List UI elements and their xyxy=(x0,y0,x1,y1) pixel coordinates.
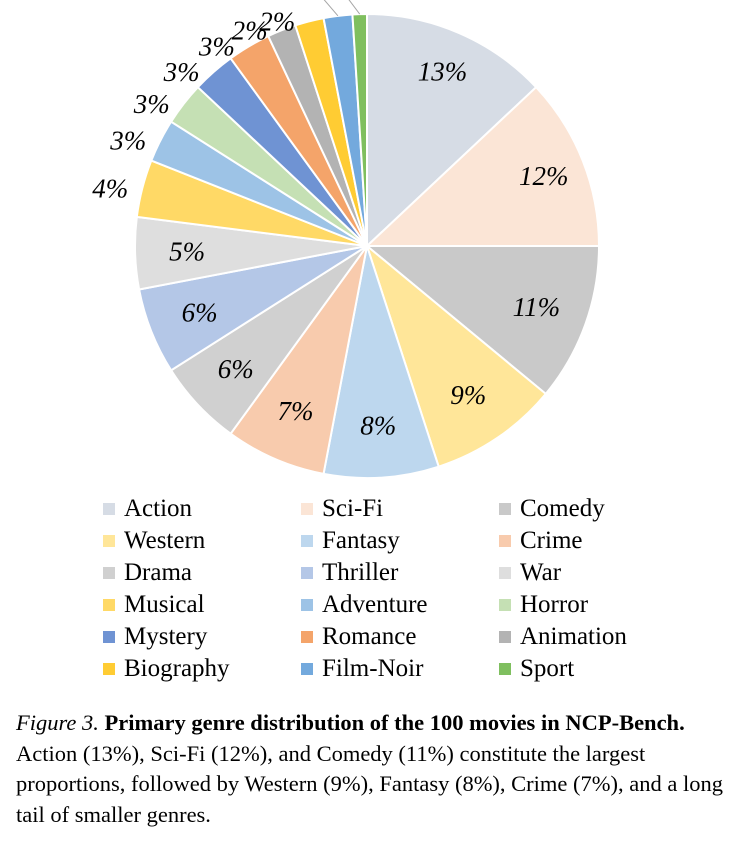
legend-label: Thriller xyxy=(322,559,399,586)
leader-line-sport xyxy=(348,0,361,15)
legend-label: Biography xyxy=(124,655,230,682)
legend-item: Western xyxy=(103,525,301,557)
legend-item: Crime xyxy=(499,525,663,557)
legend-item: Animation xyxy=(499,621,663,653)
legend-swatch xyxy=(103,599,115,611)
slice-label-musical: 4% xyxy=(92,173,128,203)
legend-item: Film-Noir xyxy=(301,653,499,685)
legend-swatch xyxy=(301,663,313,675)
slice-label-comedy: 11% xyxy=(513,292,561,322)
legend-item: War xyxy=(499,557,663,589)
legend-swatch xyxy=(103,631,115,643)
slice-label-crime: 7% xyxy=(278,396,314,426)
legend-item: Biography xyxy=(103,653,301,685)
legend-label: Horror xyxy=(520,591,589,618)
legend-swatch xyxy=(301,631,313,643)
slice-label-horror: 3% xyxy=(133,89,170,119)
legend-swatch xyxy=(499,535,511,547)
slice-label-mystery: 3% xyxy=(163,57,200,87)
slice-label-western: 9% xyxy=(450,380,486,410)
slice-label-action: 13% xyxy=(418,57,468,87)
legend-label: Drama xyxy=(124,559,193,586)
legend-label: Fantasy xyxy=(322,527,400,554)
legend-label: Musical xyxy=(124,591,205,618)
legend-label: War xyxy=(520,559,562,586)
slice-label-animation: 2% xyxy=(232,15,268,45)
legend-label: Crime xyxy=(520,527,583,554)
legend-swatch xyxy=(499,567,511,579)
legend-swatch xyxy=(499,663,511,675)
legend-label: Romance xyxy=(322,623,417,650)
legend-label: Action xyxy=(124,495,193,522)
leader-lines xyxy=(323,0,361,17)
slice-label-romance: 3% xyxy=(198,31,235,61)
leader-line-film-noir xyxy=(323,0,339,17)
slice-labels: 13%12%11%9%8%7%6%6%5%4%3%3%3%3%2%2%2%1% xyxy=(92,0,568,441)
caption-title: Primary genre distribution of the 100 mo… xyxy=(104,710,685,735)
legend-item: Sport xyxy=(499,653,663,685)
figure-caption: Figure 3. Primary genre distribution of … xyxy=(16,708,728,830)
legend-swatch xyxy=(301,535,313,547)
legend-swatch xyxy=(499,503,511,515)
legend-item: Comedy xyxy=(499,493,663,525)
legend-swatch xyxy=(301,599,313,611)
legend-item: Romance xyxy=(301,621,499,653)
pie-slice-fantasy xyxy=(322,245,440,479)
legend-item: Fantasy xyxy=(301,525,499,557)
legend-swatch xyxy=(103,663,115,675)
legend-item: Adventure xyxy=(301,589,499,621)
legend-item: Mystery xyxy=(103,621,301,653)
pie-slice-sport xyxy=(351,12,368,247)
legend-swatch xyxy=(103,567,115,579)
legend-swatch xyxy=(301,567,313,579)
slice-label-film-noir: 2% xyxy=(264,0,300,3)
legend-swatch xyxy=(103,535,115,547)
pie-slices xyxy=(134,12,601,479)
legend-swatch xyxy=(301,503,313,515)
legend-label: Western xyxy=(124,527,206,554)
legend-label: Film-Noir xyxy=(322,655,424,682)
pie-slice-crime xyxy=(229,245,368,476)
legend-label: Animation xyxy=(520,623,627,650)
legend-swatch xyxy=(499,599,511,611)
slice-label-sci-fi: 12% xyxy=(519,161,569,191)
legend: Action Sci-Fi Comedy Western Fantasy Crime Dra… xyxy=(103,493,663,685)
legend-label: Sci-Fi xyxy=(322,495,384,522)
slice-label-war: 5% xyxy=(169,237,205,267)
legend-item: Thriller xyxy=(301,557,499,589)
pie-slice-sci-fi xyxy=(364,85,601,247)
pie-slice-action xyxy=(366,12,538,249)
slice-label-thriller: 6% xyxy=(182,297,218,327)
legend-item: Sci-Fi xyxy=(301,493,499,525)
legend-label: Comedy xyxy=(520,495,605,522)
legend-label: Adventure xyxy=(322,591,428,618)
legend-item: Musical xyxy=(103,589,301,621)
pie-chart: 13%12%11%9%8%7%6%6%5%4%3%3%3%3%2%2%2%1% xyxy=(92,0,601,479)
legend-item: Drama xyxy=(103,557,301,589)
legend-label: Sport xyxy=(520,655,575,682)
slice-label-biography: 2% xyxy=(259,6,295,36)
pie-slice-western xyxy=(364,243,548,468)
legend-swatch xyxy=(103,503,115,515)
caption-body: Action (13%), Sci-Fi (12%), and Comedy (… xyxy=(16,740,723,827)
legend-item: Action xyxy=(103,493,301,525)
slice-label-fantasy: 8% xyxy=(360,411,396,441)
figure-label: Figure 3. xyxy=(16,710,99,735)
legend-item: Horror xyxy=(499,589,663,621)
pie-slice-comedy xyxy=(364,245,601,396)
slice-label-drama: 6% xyxy=(218,354,254,384)
legend-swatch xyxy=(499,631,511,643)
slice-label-adventure: 3% xyxy=(109,126,146,156)
legend-label: Mystery xyxy=(124,623,208,650)
